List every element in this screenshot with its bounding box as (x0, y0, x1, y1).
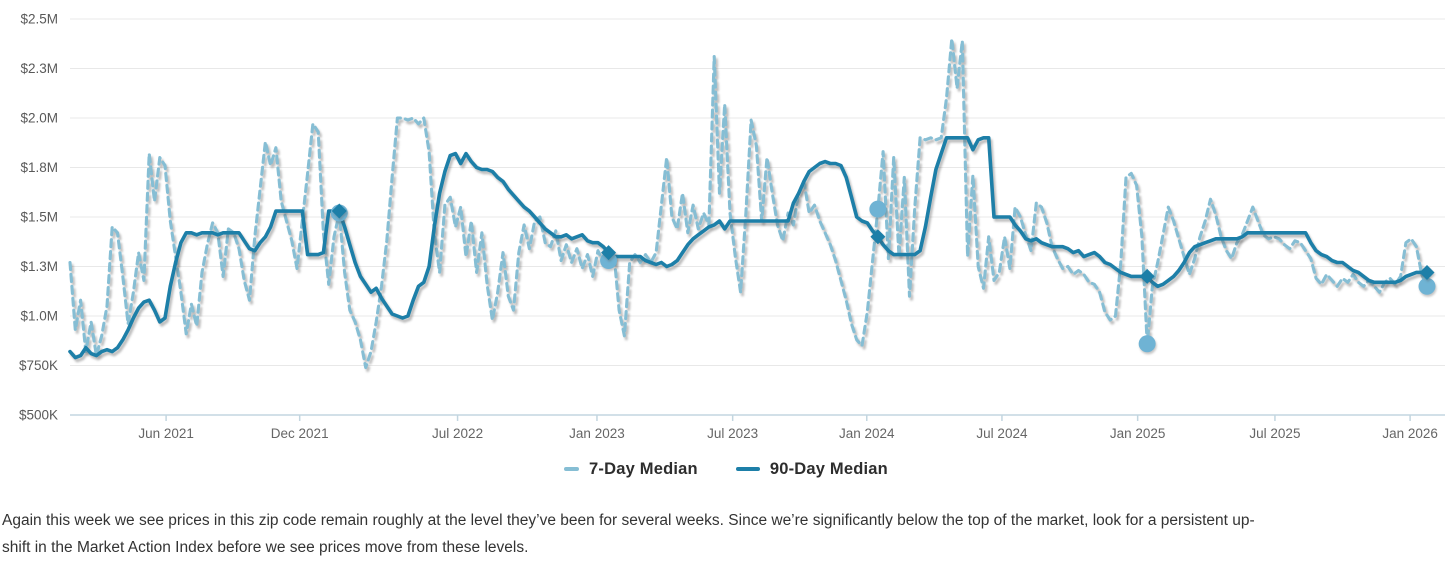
y-axis-label: $1.8M (20, 160, 58, 175)
price-chart[interactable]: $2.5M $2.3M $2.0M $1.8M $1.5M $1.3M $1.0M $750K… (0, 0, 1452, 446)
seven-day-median-line (68, 37, 1429, 370)
jan-snapshot-circle-marker (600, 252, 618, 270)
y-axis-label: $500K (19, 408, 58, 423)
y-axis-label: $2.3M (20, 61, 58, 76)
chart-legend: 7-Day Median 90-Day Median (0, 452, 1452, 486)
x-axis-label: Jan 2026 (1382, 426, 1438, 441)
seven-day-median-swatch (564, 467, 580, 471)
legend-item-90-day-median[interactable]: 90-Day Median (735, 459, 888, 479)
y-axis-label: $1.0M (20, 309, 58, 324)
jan-snapshot-circle-marker (1138, 335, 1156, 353)
x-axis-label: Jan 2023 (569, 426, 625, 441)
x-axis-label: Jan 2025 (1110, 426, 1166, 441)
jan-snapshot-diamond-marker (331, 203, 347, 219)
seven-day-median-label: 7-Day Median (589, 459, 698, 478)
jan-snapshot-diamond-marker (870, 229, 886, 245)
commentary-line-2: shift in the Market Action Index before … (2, 539, 529, 556)
ninety-day-median-line (68, 136, 1429, 360)
x-axis-label: Jul 2022 (432, 426, 483, 441)
y-axis-label: $1.5M (20, 210, 58, 225)
commentary-line-1: Again this week we see prices in this zi… (2, 512, 1255, 529)
jan-snapshot-diamond-marker (1139, 268, 1155, 284)
x-axis-label: Jan 2024 (839, 426, 895, 441)
ninety-day-median-swatch (735, 467, 760, 471)
legend-item-7-day-median[interactable]: 7-Day Median (564, 460, 698, 479)
x-axis-label: Dec 2021 (271, 426, 329, 441)
jan-snapshot-circle-marker (1418, 277, 1436, 295)
market-commentary: Again this week we see prices in this zi… (2, 507, 1452, 561)
x-axis-label: Jun 2021 (138, 426, 194, 441)
y-axis-label: $2.5M (20, 12, 58, 27)
jan-snapshot-diamond-marker (601, 245, 617, 261)
ninety-day-median-label: 90-Day Median (769, 459, 888, 478)
y-axis-label: $2.0M (20, 111, 58, 126)
y-axis-label: $750K (19, 358, 58, 373)
x-axis-label: Jul 2023 (707, 426, 758, 441)
jan-snapshot-diamond-marker (1419, 264, 1435, 280)
x-axis-label: Jul 2025 (1249, 426, 1300, 441)
jan-snapshot-circle-marker (869, 200, 887, 218)
y-axis-label: $1.3M (20, 259, 58, 274)
x-axis-label: Jul 2024 (976, 426, 1028, 441)
